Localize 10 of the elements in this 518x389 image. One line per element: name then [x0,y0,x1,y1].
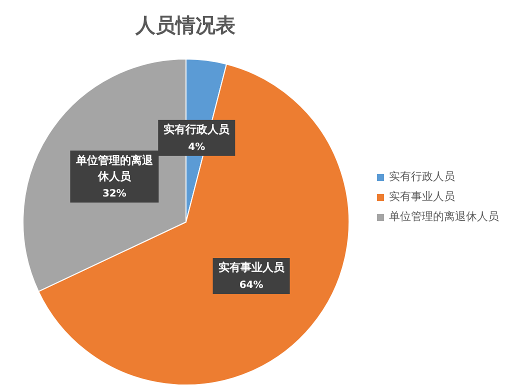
data-label: 32% [102,188,126,200]
data-label: 64% [239,280,264,292]
data-label: 4% [188,142,206,153]
slice-label: 单位管理的离退休人员 [74,152,154,185]
legend-label: 实有事业人员 [389,189,455,205]
legend-label: 实有行政人员 [389,169,455,185]
legend-label: 单位管理的离退休人员 [389,209,499,225]
slice-label: 实有行政人员 [162,122,231,138]
slice-label: 实有事业人员 [217,260,286,276]
chart-title: 人员情况表 [134,12,236,39]
